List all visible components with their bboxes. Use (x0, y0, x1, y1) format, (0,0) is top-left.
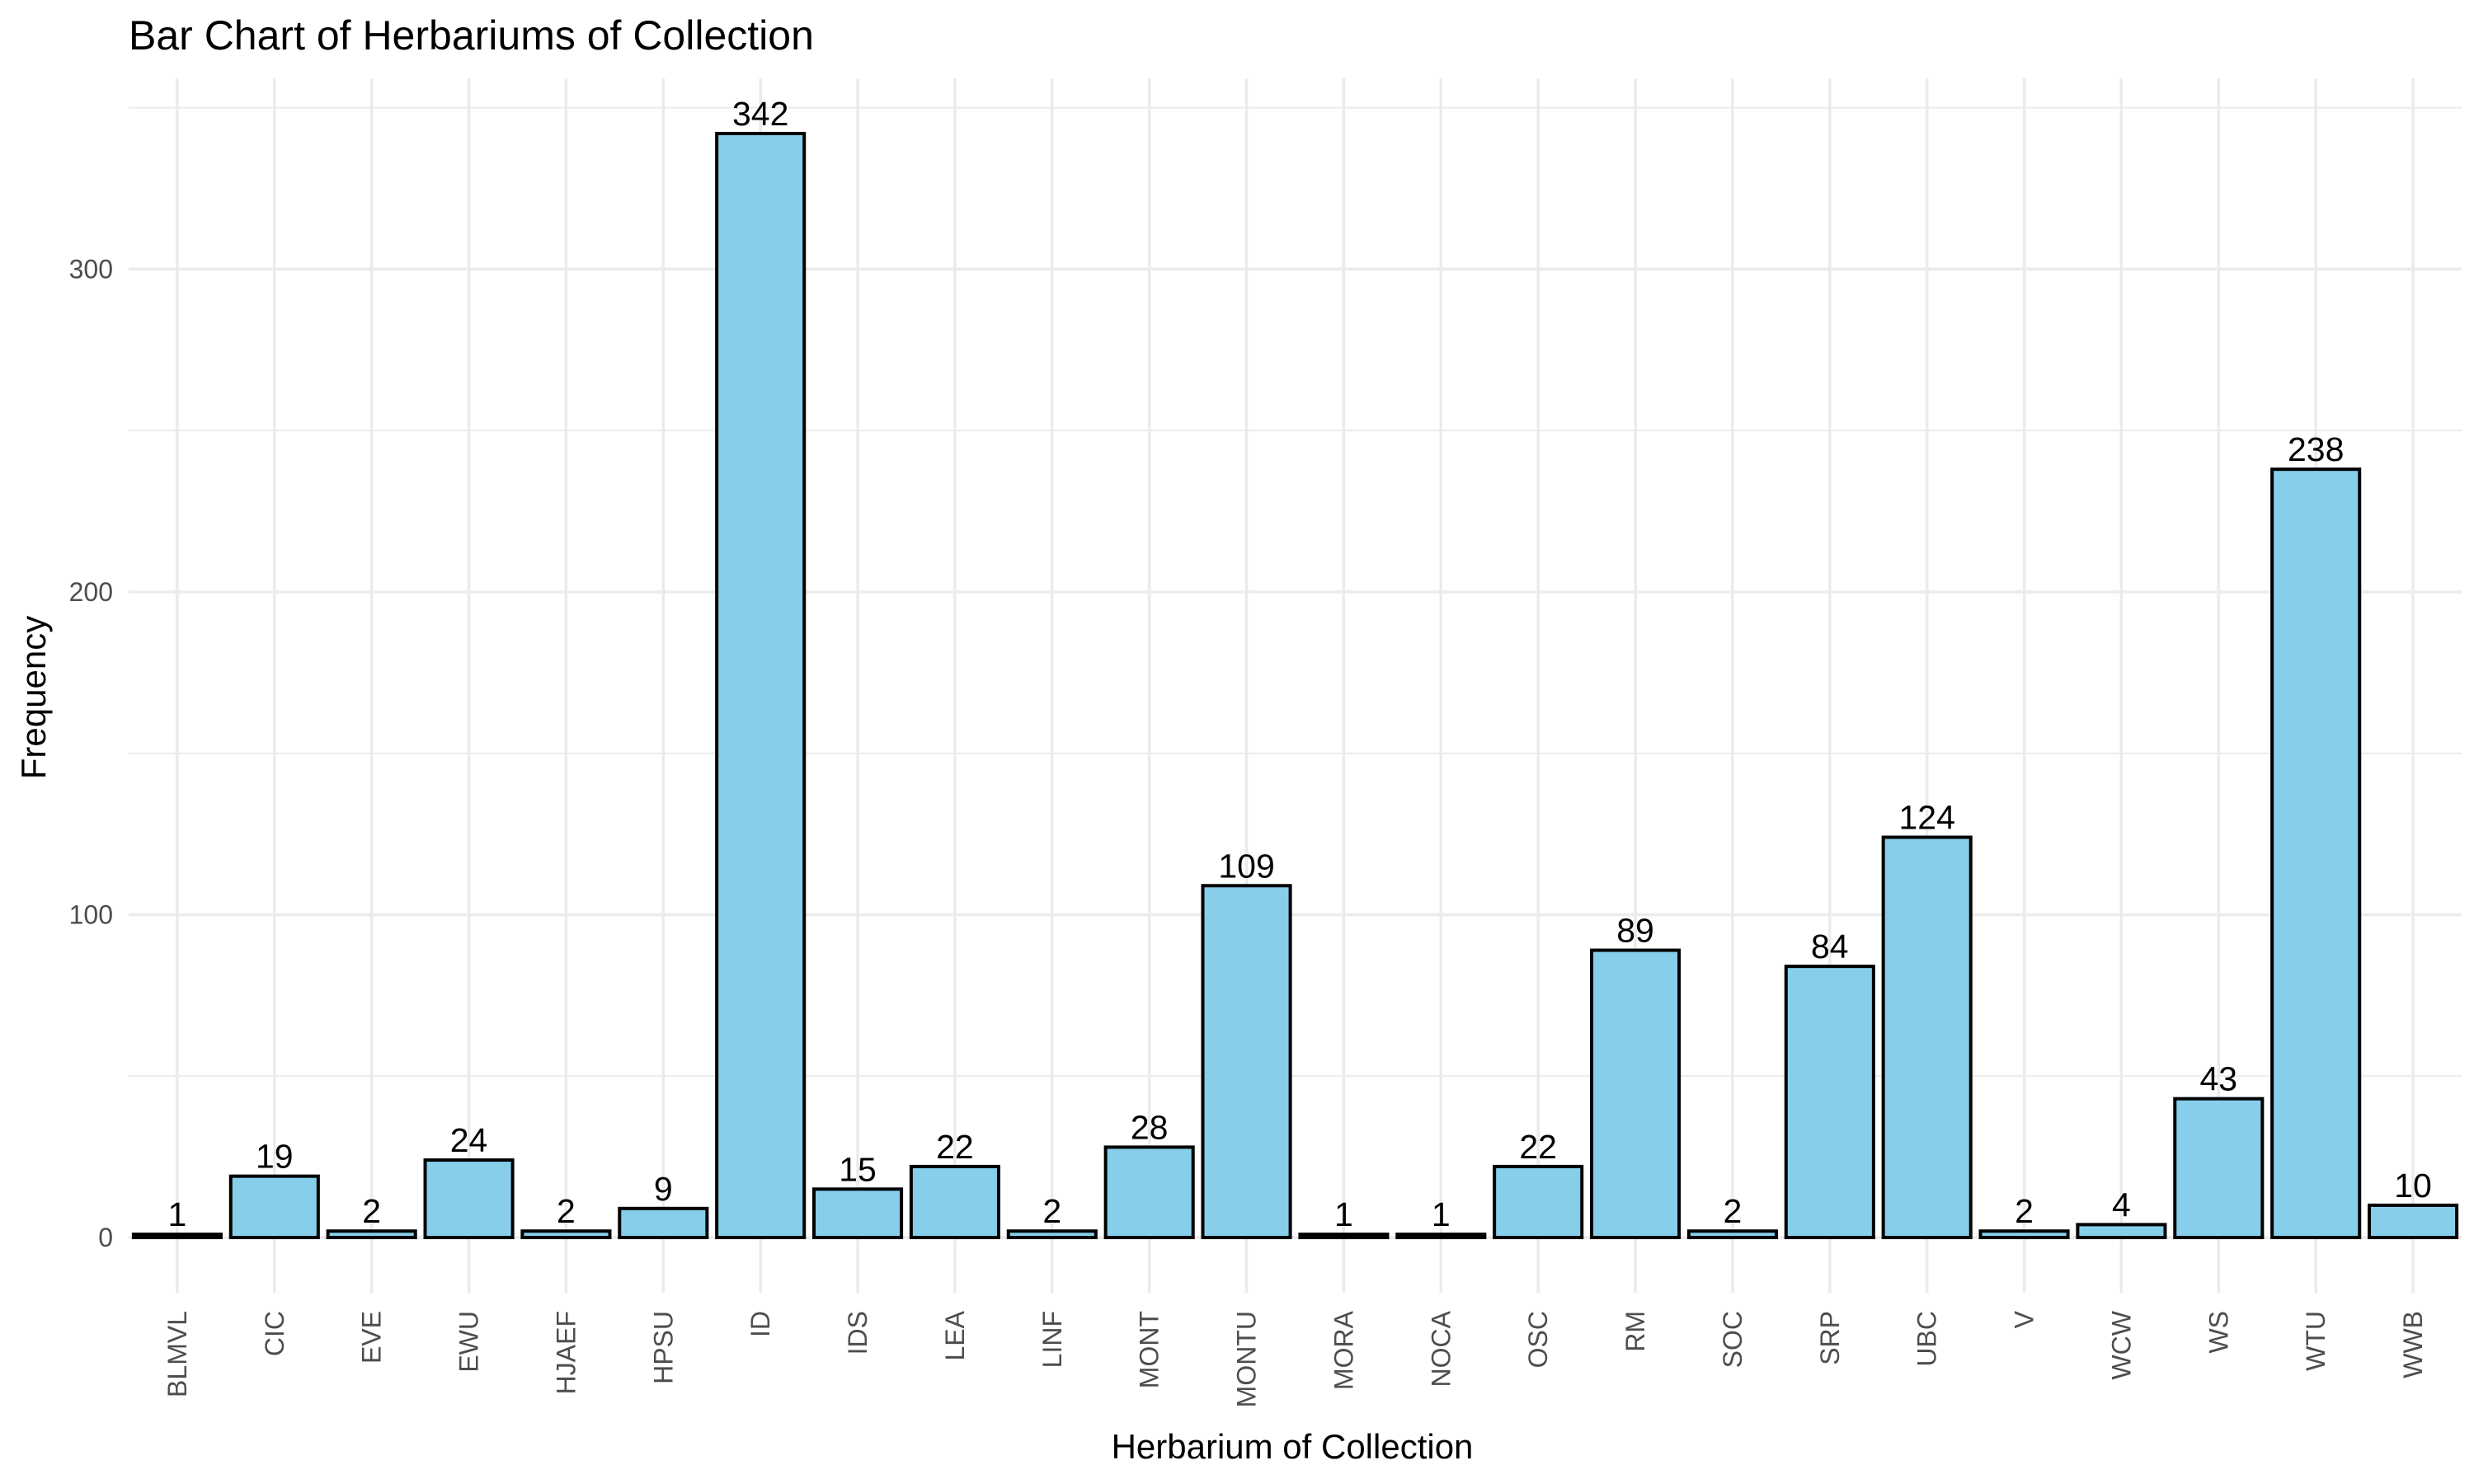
bar-ubc (1881, 835, 1973, 1240)
bar-soc (1686, 1229, 1778, 1240)
x-tick-label: SOC (1718, 1311, 1747, 1368)
bar-hpsu (618, 1206, 709, 1240)
x-tick-label: SRP (1815, 1311, 1845, 1365)
x-tick-label: WTU (2301, 1311, 2331, 1371)
x-tick-label: WCW (2106, 1310, 2136, 1379)
value-label: 2 (1042, 1192, 1061, 1230)
x-tick-layer: BLMVL CIC EVE EWU HJAEF HPSU ID IDS LEA LINF MONT M… (162, 1310, 2428, 1407)
bar-lea (909, 1164, 1000, 1240)
bar-montu (1201, 884, 1292, 1240)
bar-srp (1784, 965, 1875, 1240)
x-tick-label: MORA (1329, 1310, 1358, 1390)
value-label: 2 (1724, 1192, 1743, 1230)
x-tick-label: HPSU (648, 1311, 678, 1384)
x-axis-title: Herbarium of Collection (1112, 1427, 1474, 1466)
x-tick-label: EVE (357, 1311, 387, 1364)
x-tick-label: WS (2204, 1311, 2233, 1354)
x-tick-label: UBC (1912, 1311, 1942, 1367)
chart-title: Bar Chart of Herbariums of Collection (129, 12, 814, 59)
x-tick-label: ID (745, 1311, 775, 1337)
value-label: 1 (1432, 1195, 1451, 1233)
y-tick-layer: 0 100 200 300 (69, 254, 113, 1252)
bar-blmvl (131, 1233, 223, 1240)
x-tick-label: LINF (1037, 1311, 1067, 1368)
value-label: 84 (1811, 928, 1849, 965)
value-label: 1 (168, 1195, 187, 1233)
value-label: 10 (2394, 1167, 2432, 1205)
x-tick-label: CIC (260, 1311, 289, 1356)
bar-ids (812, 1187, 904, 1240)
bar-cic (228, 1174, 320, 1240)
value-label: 22 (936, 1128, 974, 1166)
bar-id (715, 131, 807, 1240)
value-label: 9 (654, 1170, 673, 1208)
value-label: 4 (2112, 1186, 2131, 1223)
value-label: 124 (1898, 799, 1954, 837)
x-tick-label: MONTU (1232, 1311, 1262, 1407)
bar-ewu (423, 1158, 515, 1240)
value-label: 2 (557, 1192, 576, 1230)
bar-wtu (2270, 467, 2362, 1240)
x-tick-label: V (2010, 1310, 2039, 1328)
bar-wcw (2076, 1223, 2167, 1240)
value-label: 89 (1616, 912, 1654, 950)
y-tick-label: 100 (69, 899, 113, 929)
value-label: 2 (362, 1192, 381, 1230)
value-label: 109 (1218, 847, 1274, 885)
grid-layer (129, 78, 2462, 1293)
x-tick-label: WWB (2398, 1311, 2428, 1378)
x-tick-label: MONT (1135, 1311, 1164, 1388)
value-label: 43 (2200, 1060, 2238, 1098)
bar-noca (1395, 1233, 1487, 1240)
x-tick-label: NOCA (1426, 1310, 1456, 1387)
y-tick-label: 200 (69, 577, 113, 607)
x-tick-label: OSC (1523, 1311, 1553, 1368)
value-label: 342 (732, 95, 788, 133)
value-label: 28 (1131, 1108, 1169, 1146)
value-label: 238 (2288, 430, 2344, 468)
y-axis-title: Frequency (14, 616, 53, 779)
bar-rm (1590, 948, 1681, 1240)
value-label: 1 (1334, 1195, 1353, 1233)
x-tick-label: LEA (940, 1310, 970, 1360)
y-tick-label: 300 (69, 254, 113, 284)
y-tick-label: 0 (98, 1223, 113, 1252)
x-tick-label: IDS (843, 1311, 872, 1355)
x-tick-label: HJAEF (551, 1311, 581, 1394)
bar-v (1978, 1229, 2070, 1240)
value-label: 22 (1519, 1128, 1557, 1166)
bar-mora (1298, 1233, 1390, 1240)
bar-eve (326, 1229, 417, 1240)
bar-hjaef (520, 1229, 612, 1240)
bar-layer (131, 131, 2459, 1240)
value-label: 24 (450, 1121, 488, 1159)
bar-wwb (2368, 1203, 2459, 1240)
bar-mont (1103, 1145, 1195, 1240)
bar-osc (1493, 1164, 1584, 1240)
x-tick-label: EWU (454, 1311, 484, 1373)
value-label: 15 (839, 1150, 877, 1188)
x-tick-label: RM (1620, 1311, 1650, 1352)
value-label: 19 (256, 1138, 294, 1176)
bar-ws (2173, 1097, 2265, 1240)
bar-linf (1006, 1229, 1098, 1240)
x-tick-label: BLMVL (162, 1311, 192, 1397)
value-label: 2 (2015, 1192, 2034, 1230)
